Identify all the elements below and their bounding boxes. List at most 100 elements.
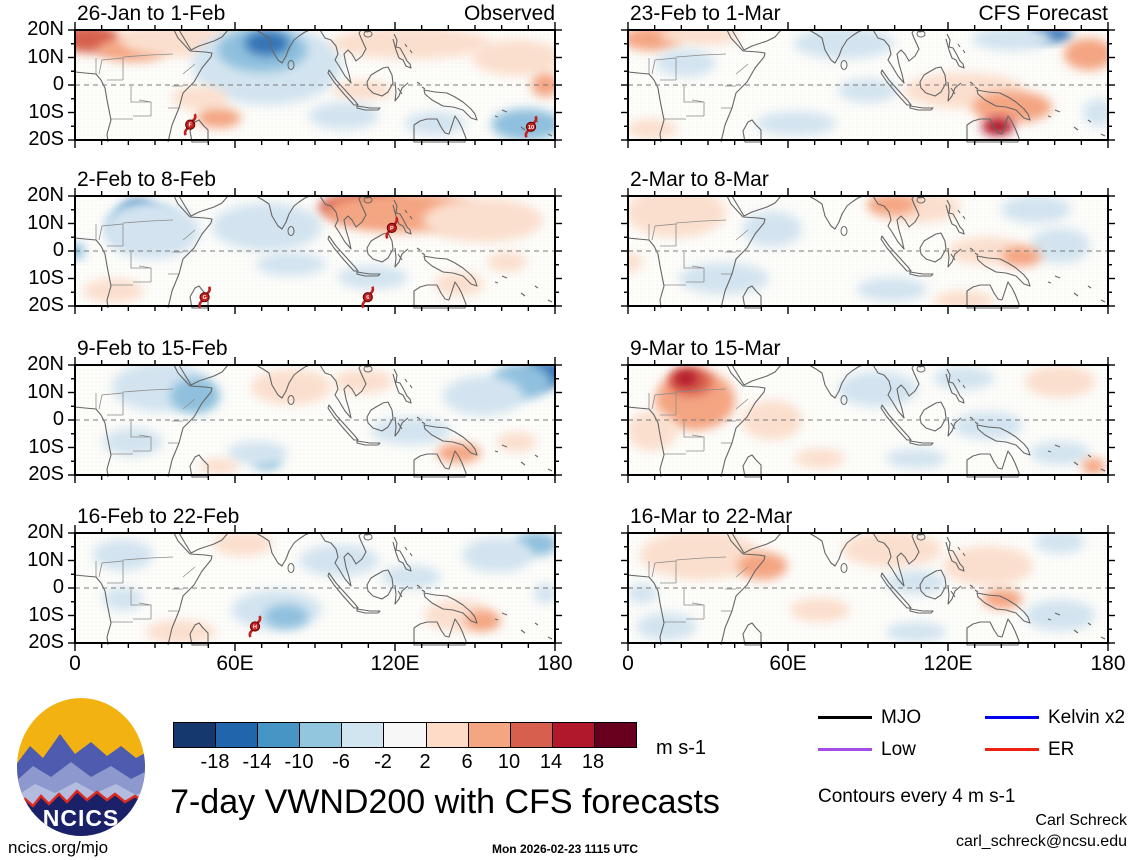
y-axis-label: 10N bbox=[27, 45, 64, 68]
colorbar-units-label: m s-1 bbox=[656, 737, 706, 759]
svg-text:G: G bbox=[202, 295, 206, 301]
site-url: ncics.org/mjo bbox=[8, 838, 109, 857]
anomaly-field bbox=[102, 365, 555, 475]
anomaly-blob bbox=[628, 252, 643, 272]
legend-label-kelvin: Kelvin x2 bbox=[1048, 707, 1126, 728]
tropical-cyclone-marker: 6 bbox=[361, 286, 375, 309]
y-axis-label: 10N bbox=[27, 548, 64, 571]
anomaly-blob bbox=[462, 537, 533, 573]
legend-label-er: ER bbox=[1048, 739, 1075, 760]
y-axis-label: 0 bbox=[52, 73, 64, 95]
country-borders bbox=[95, 219, 196, 286]
y-axis-label: 20N bbox=[27, 353, 64, 375]
anomaly-blob bbox=[423, 198, 543, 243]
country-borders bbox=[648, 53, 749, 120]
anomaly-blob bbox=[171, 86, 228, 111]
anomaly-field bbox=[75, 196, 543, 303]
anomaly-blob bbox=[628, 196, 726, 238]
anomaly-blob bbox=[795, 448, 845, 469]
ncics-logo-text: NCICS bbox=[43, 805, 120, 831]
anomaly-blob bbox=[886, 448, 946, 469]
anomaly-blob bbox=[655, 49, 716, 77]
legend-label-mjo: MJO bbox=[881, 707, 922, 728]
anomaly-blob bbox=[1001, 196, 1071, 224]
tropical-cyclone-marker: H bbox=[248, 615, 262, 638]
anomaly-blob bbox=[1025, 599, 1095, 632]
tropical-cyclone-marker: F bbox=[183, 113, 197, 136]
anomaly-blob bbox=[1030, 441, 1090, 465]
x-axis-label: 180 bbox=[1090, 652, 1126, 675]
axis-ticks bbox=[68, 525, 562, 651]
colorbar-tick-label: 6 bbox=[461, 751, 473, 773]
anomaly-blob bbox=[256, 252, 326, 277]
anomaly-blob bbox=[437, 443, 481, 463]
anomaly-blob bbox=[1030, 227, 1090, 264]
anomaly-blob bbox=[443, 375, 523, 416]
anomaly-blob bbox=[794, 30, 894, 60]
panel-frame bbox=[74, 532, 556, 644]
map-panel bbox=[68, 357, 562, 483]
anomaly-blob bbox=[333, 369, 393, 394]
colorbar-tick-label: 10 bbox=[497, 751, 521, 773]
x-axis-label: 0 bbox=[69, 652, 81, 675]
x-axis-label: 180 bbox=[537, 652, 573, 675]
y-axis-label: 20S bbox=[28, 463, 64, 485]
svg-text:H: H bbox=[253, 625, 257, 631]
y-axis-label: 20S bbox=[28, 294, 64, 316]
country-borders bbox=[648, 388, 749, 455]
panel-frame bbox=[74, 364, 556, 476]
anomaly-blob bbox=[213, 533, 273, 556]
coastlines bbox=[74, 364, 553, 478]
country-borders bbox=[95, 53, 196, 120]
credit-email: carl_schreck@ncsu.edu bbox=[956, 833, 1127, 850]
anomaly-blob bbox=[145, 620, 216, 643]
y-axis-label: 10N bbox=[27, 380, 64, 403]
anomaly-blob bbox=[953, 411, 1023, 440]
y-axis-label: 20N bbox=[27, 521, 64, 543]
colorbar-segment bbox=[426, 723, 469, 747]
anomaly-blob bbox=[842, 533, 942, 568]
anomaly-blob bbox=[673, 370, 698, 387]
anomaly-blob bbox=[487, 252, 527, 272]
anomaly-blob bbox=[679, 262, 769, 295]
country-borders bbox=[648, 556, 749, 623]
anomaly-blob bbox=[371, 417, 451, 445]
panel-frame bbox=[627, 532, 1109, 644]
anomaly-blob bbox=[934, 290, 994, 306]
timestamp: Mon 2026-02-23 1115 UTC bbox=[491, 842, 639, 856]
x-axis-label: 60E bbox=[769, 652, 807, 675]
panel-tag: CFS Forecast bbox=[978, 2, 1108, 25]
colorbar-segment bbox=[384, 723, 427, 747]
anomaly-blob bbox=[756, 111, 836, 136]
anomaly-blob bbox=[212, 202, 322, 251]
legend-line-kelvin bbox=[985, 716, 1039, 719]
map-panel bbox=[621, 188, 1115, 314]
anomaly-blob bbox=[1035, 533, 1085, 554]
colorbar-segment bbox=[300, 723, 343, 747]
country-borders bbox=[95, 556, 196, 623]
anomaly-blob bbox=[251, 369, 331, 405]
anomaly-blob bbox=[308, 101, 379, 130]
anomaly-blob bbox=[227, 441, 288, 465]
coastlines bbox=[627, 29, 1106, 143]
country-borders bbox=[95, 388, 196, 455]
svg-text:6: 6 bbox=[366, 295, 369, 301]
y-axis-label: 20N bbox=[27, 18, 64, 40]
panel-title: 9-Feb to 15-Feb bbox=[77, 337, 228, 360]
y-axis-label: 0 bbox=[52, 576, 64, 598]
svg-text:10: 10 bbox=[528, 125, 534, 131]
map-panel: H bbox=[68, 525, 562, 651]
colorbar-tick-label: -6 bbox=[332, 751, 350, 773]
anomaly-blob bbox=[972, 91, 1052, 123]
anomaly-blob bbox=[533, 583, 555, 604]
panel-frame bbox=[627, 29, 1109, 141]
colorbar-segment bbox=[552, 723, 595, 747]
anomaly-blob bbox=[1001, 246, 1042, 267]
anomaly-blob bbox=[943, 546, 1033, 586]
y-axis-label: 20S bbox=[28, 631, 64, 653]
coastlines bbox=[627, 364, 1106, 478]
anomaly-blob bbox=[93, 539, 153, 571]
anomaly-field bbox=[93, 533, 555, 643]
map-panel bbox=[621, 357, 1115, 483]
anomaly-blob bbox=[331, 30, 491, 60]
